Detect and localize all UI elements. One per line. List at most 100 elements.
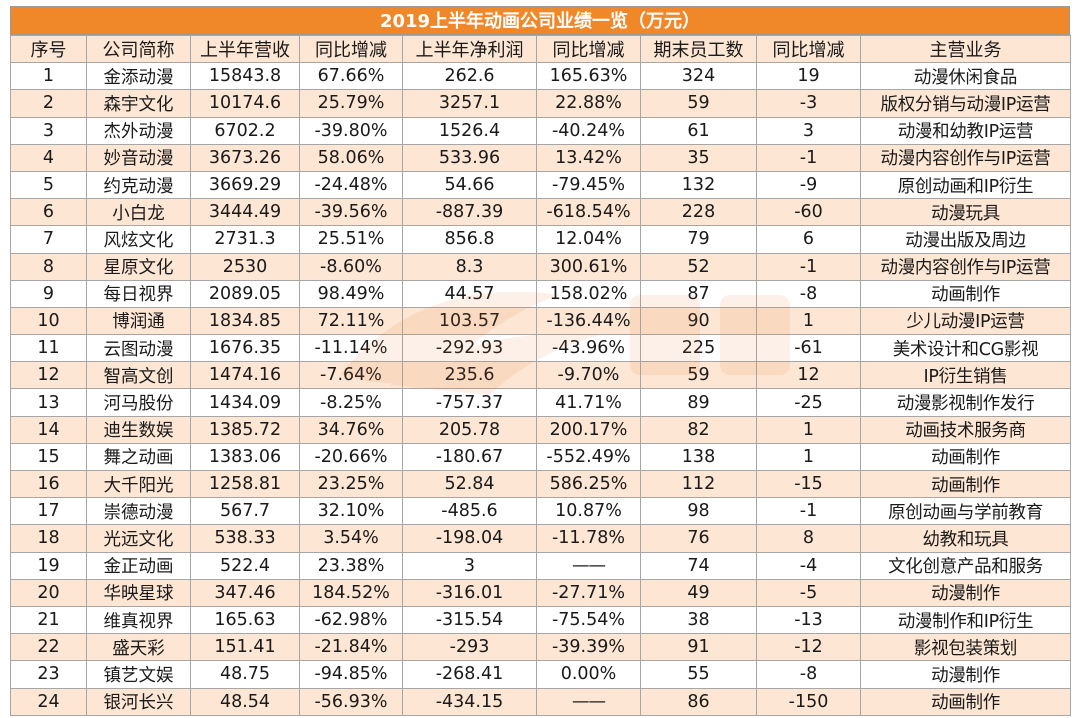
- cell-net-profit: 103.57: [402, 306, 537, 336]
- cell-employees-yoy: -60: [756, 198, 861, 227]
- header-cell-business: 主营业务: [860, 34, 1071, 64]
- cell-employees-yoy: 1: [756, 415, 861, 444]
- cell-business: 动漫内容创作与IP运营: [860, 143, 1071, 172]
- cell-business: 动画制作: [860, 687, 1071, 716]
- cell-company: 迪生数娱: [86, 415, 191, 444]
- cell-net-profit: -434.15: [402, 687, 537, 716]
- cell-employees-yoy: 1: [756, 306, 861, 336]
- table-row: 2 森宇文化 10174.6 25.79% 3257.1 22.88% 59 -3 版权分销与动…: [10, 89, 1071, 118]
- cell-company: 河马股份: [86, 388, 191, 417]
- cell-index: 23: [10, 660, 87, 689]
- cell-company: 小白龙: [86, 198, 191, 227]
- cell-employees: 98: [640, 497, 757, 526]
- cell-company: 风炫文化: [86, 225, 191, 254]
- cell-revenue: 567.7: [190, 497, 300, 526]
- cell-company: 银河长兴: [86, 687, 191, 716]
- cell-net-profit: 3: [402, 551, 537, 580]
- cell-employees: 55: [640, 660, 757, 689]
- cell-revenue-yoy: 25.51%: [299, 225, 403, 254]
- cell-index: 4: [10, 143, 87, 172]
- table-row: 19 金正动画 522.4 23.38% 3 —— 74 -4 文化创意产品和服务: [10, 551, 1071, 580]
- cell-revenue: 15843.8: [190, 62, 300, 91]
- cell-employees-yoy: 3: [756, 116, 861, 145]
- cell-company: 华映星球: [86, 578, 191, 607]
- cell-employees-yoy: -25: [756, 388, 861, 417]
- cell-revenue-yoy: -62.98%: [299, 605, 403, 635]
- cell-employees: 82: [640, 415, 757, 444]
- cell-company: 森宇文化: [86, 89, 191, 118]
- cell-revenue: 1434.09: [190, 388, 300, 417]
- cell-employees-yoy: -4: [756, 551, 861, 580]
- cell-revenue: 3673.26: [190, 143, 300, 172]
- cell-employees: 59: [640, 361, 757, 390]
- cell-revenue-yoy: 98.49%: [299, 279, 403, 308]
- cell-index: 22: [10, 633, 87, 662]
- cell-net-profit: -198.04: [402, 524, 537, 553]
- cell-employees-yoy: -9: [756, 170, 861, 200]
- cell-revenue: 1385.72: [190, 415, 300, 444]
- cell-business: 少儿动漫IP运营: [860, 306, 1071, 336]
- cell-employees: 112: [640, 469, 757, 499]
- cell-revenue-yoy: -24.48%: [299, 170, 403, 200]
- cell-employees-yoy: -15: [756, 469, 861, 499]
- cell-business: 动漫和幼教IP运营: [860, 116, 1071, 145]
- cell-revenue-yoy: -39.80%: [299, 116, 403, 145]
- cell-company: 维真视界: [86, 605, 191, 635]
- cell-revenue: 10174.6: [190, 89, 300, 118]
- table-row: 17 崇德动漫 567.7 32.10% -485.6 10.87% 98 -1 原创动画与学前…: [10, 497, 1071, 526]
- cell-index: 17: [10, 497, 87, 526]
- cell-business: 动画技术服务商: [860, 415, 1071, 444]
- table-body: 1 金添动漫 15843.8 67.66% 262.6 165.63% 324 19 动漫休闲食…: [10, 62, 1071, 716]
- cell-net-profit: -180.67: [402, 442, 537, 472]
- cell-business: 动漫出版及周边: [860, 225, 1071, 254]
- cell-business: 影视包装策划: [860, 633, 1071, 662]
- cell-net-profit: 52.84: [402, 469, 537, 499]
- cell-employees: 61: [640, 116, 757, 145]
- cell-net-profit: 533.96: [402, 143, 537, 172]
- table-row: 8 星原文化 2530 -8.60% 8.3 300.61% 52 -1 动漫内容创作与IP运营: [10, 252, 1071, 281]
- table-row: 9 每日视界 2089.05 98.49% 44.57 158.02% 87 -8 动画制作: [10, 279, 1071, 308]
- cell-company: 舞之动画: [86, 442, 191, 472]
- header-cell-revenue: 上半年营收: [190, 34, 300, 64]
- cell-profit-yoy: -136.44%: [536, 306, 641, 336]
- cell-revenue-yoy: -39.56%: [299, 198, 403, 227]
- cell-profit-yoy: 41.71%: [536, 388, 641, 417]
- cell-business: 原创动画与学前教育: [860, 497, 1071, 526]
- cell-index: 9: [10, 279, 87, 308]
- cell-net-profit: 1526.4: [402, 116, 537, 145]
- cell-index: 15: [10, 442, 87, 472]
- cell-net-profit: 262.6: [402, 62, 537, 91]
- cell-index: 7: [10, 225, 87, 254]
- cell-business: 版权分销与动漫IP运营: [860, 89, 1071, 118]
- cell-revenue: 165.63: [190, 605, 300, 635]
- header-cell-revenue-yoy: 同比增减: [299, 34, 403, 64]
- cell-company: 智高文创: [86, 361, 191, 390]
- cell-revenue-yoy: 32.10%: [299, 497, 403, 526]
- cell-net-profit: 205.78: [402, 415, 537, 444]
- cell-employees: 49: [640, 578, 757, 607]
- cell-business: IP衍生销售: [860, 361, 1071, 390]
- cell-profit-yoy: -40.24%: [536, 116, 641, 145]
- table-row: 3 杰外动漫 6702.2 -39.80% 1526.4 -40.24% 61 3 动漫和幼教I…: [10, 116, 1071, 145]
- cell-employees-yoy: -1: [756, 143, 861, 172]
- cell-profit-yoy: -39.39%: [536, 633, 641, 662]
- cell-employees: 74: [640, 551, 757, 580]
- cell-net-profit: 235.6: [402, 361, 537, 390]
- cell-employees: 138: [640, 442, 757, 472]
- header-row: 序号 公司简称 上半年营收 同比增减 上半年净利润 同比增减 期末员工数 同比增…: [10, 34, 1071, 64]
- cell-employees-yoy: -8: [756, 660, 861, 689]
- cell-business: 动漫玩具: [860, 198, 1071, 227]
- cell-employees: 38: [640, 605, 757, 635]
- cell-employees-yoy: -150: [756, 687, 861, 716]
- cell-index: 1: [10, 62, 87, 91]
- header-cell-employees-yoy: 同比增减: [756, 34, 861, 64]
- header-cell-index: 序号: [10, 34, 87, 64]
- cell-revenue: 6702.2: [190, 116, 300, 145]
- cell-employees-yoy: -12: [756, 633, 861, 662]
- cell-index: 13: [10, 388, 87, 417]
- cell-net-profit: -485.6: [402, 497, 537, 526]
- cell-employees: 228: [640, 198, 757, 227]
- cell-revenue-yoy: 23.38%: [299, 551, 403, 580]
- cell-profit-yoy: -9.70%: [536, 361, 641, 390]
- cell-employees-yoy: -3: [756, 89, 861, 118]
